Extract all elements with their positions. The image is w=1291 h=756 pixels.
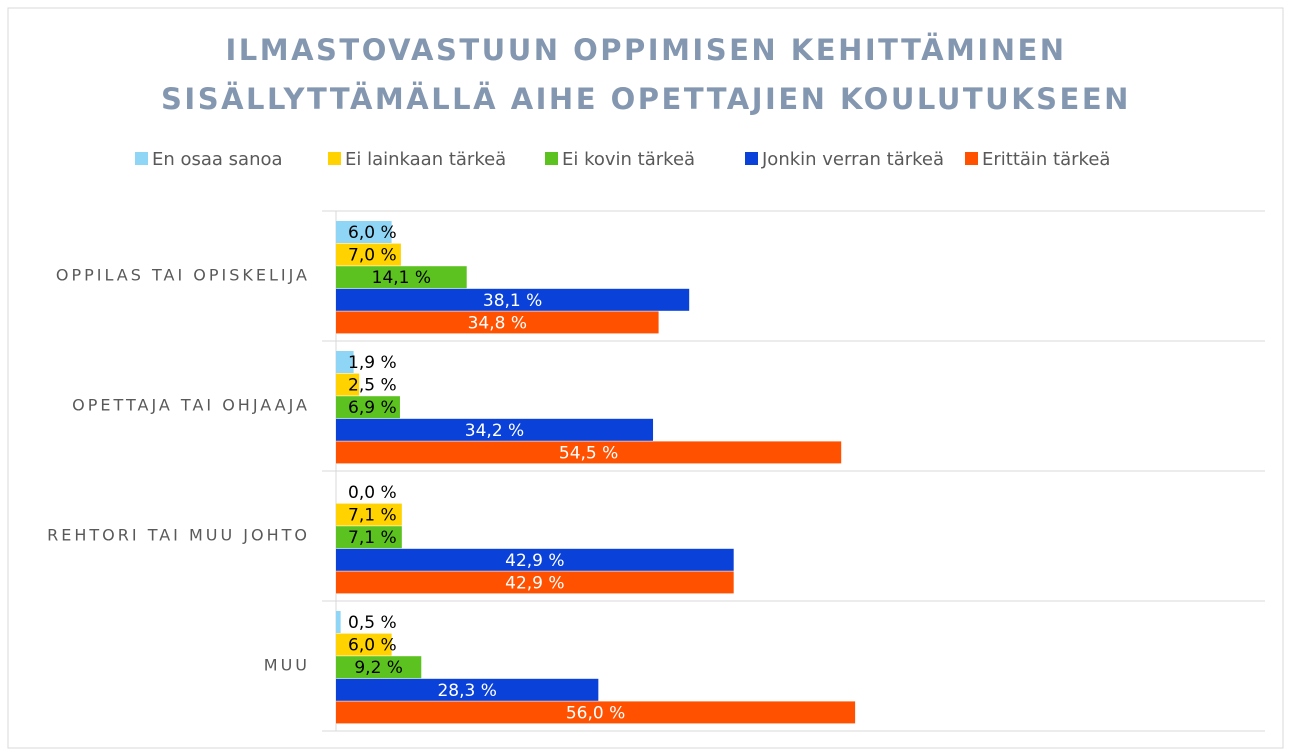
legend-swatch <box>965 152 978 165</box>
legend-swatch <box>328 152 341 165</box>
legend-swatch <box>745 152 758 165</box>
bar <box>336 396 400 419</box>
legend-label: Ei kovin tärkeä <box>562 149 695 170</box>
data-label: 42,9 % <box>505 573 564 593</box>
bar <box>336 441 842 464</box>
data-label: 7,1 % <box>348 528 397 548</box>
data-label: 56,0 % <box>566 703 625 723</box>
bar <box>336 288 690 311</box>
legend-swatch <box>135 152 148 165</box>
data-label: 7,0 % <box>348 246 397 266</box>
data-label: 42,9 % <box>505 551 564 571</box>
data-label: 9,2 % <box>354 658 403 678</box>
data-label: 2,5 % <box>348 376 397 396</box>
y-tick-label: REHTORI TAI MUU JOHTO <box>47 526 310 545</box>
data-label: 6,0 % <box>348 223 397 243</box>
legend-label: Jonkin verran tärkeä <box>761 149 944 170</box>
bar <box>336 633 392 656</box>
y-tick-label: MUU <box>264 656 310 675</box>
legend-swatch <box>545 152 558 165</box>
legend-label: Erittäin tärkeä <box>982 149 1110 170</box>
data-label: 34,2 % <box>465 421 524 441</box>
legend-label: En osaa sanoa <box>152 149 283 170</box>
bar <box>336 656 422 679</box>
bar <box>336 701 856 724</box>
chart-title: ILMASTOVASTUUN OPPIMISEN KEHITTÄMINEN <box>225 33 1066 67</box>
bar <box>336 311 659 334</box>
bar <box>336 526 402 549</box>
data-label: 1,9 % <box>348 353 397 373</box>
bar <box>336 373 360 396</box>
chart-title: SISÄLLYTTÄMÄLLÄ AIHE OPETTAJIEN KOULUTUK… <box>161 82 1131 116</box>
data-label: 54,5 % <box>559 443 618 463</box>
data-label: 14,1 % <box>372 268 431 288</box>
y-tick-label: OPETTAJA TAI OHJAAJA <box>72 396 310 415</box>
data-label: 7,1 % <box>348 506 397 526</box>
y-tick-label: OPPILAS TAI OPISKELIJA <box>56 266 310 285</box>
data-label: 34,8 % <box>468 313 527 333</box>
chart-frame <box>7 7 1284 749</box>
bar <box>336 503 402 526</box>
bar <box>336 221 392 243</box>
bar <box>336 266 467 289</box>
data-label: 0,0 % <box>348 483 397 503</box>
bar <box>336 548 734 571</box>
data-label: 0,5 % <box>348 613 397 633</box>
data-label: 38,1 % <box>483 291 542 311</box>
legend-label: Ei lainkaan tärkeä <box>345 149 506 170</box>
bar <box>336 678 599 701</box>
bar <box>336 351 354 373</box>
bar <box>336 611 341 633</box>
bar <box>336 243 401 266</box>
bar <box>336 571 734 594</box>
data-label: 6,0 % <box>348 636 397 656</box>
bar <box>336 418 654 441</box>
data-label: 6,9 % <box>348 398 397 418</box>
data-label: 28,3 % <box>437 681 496 701</box>
